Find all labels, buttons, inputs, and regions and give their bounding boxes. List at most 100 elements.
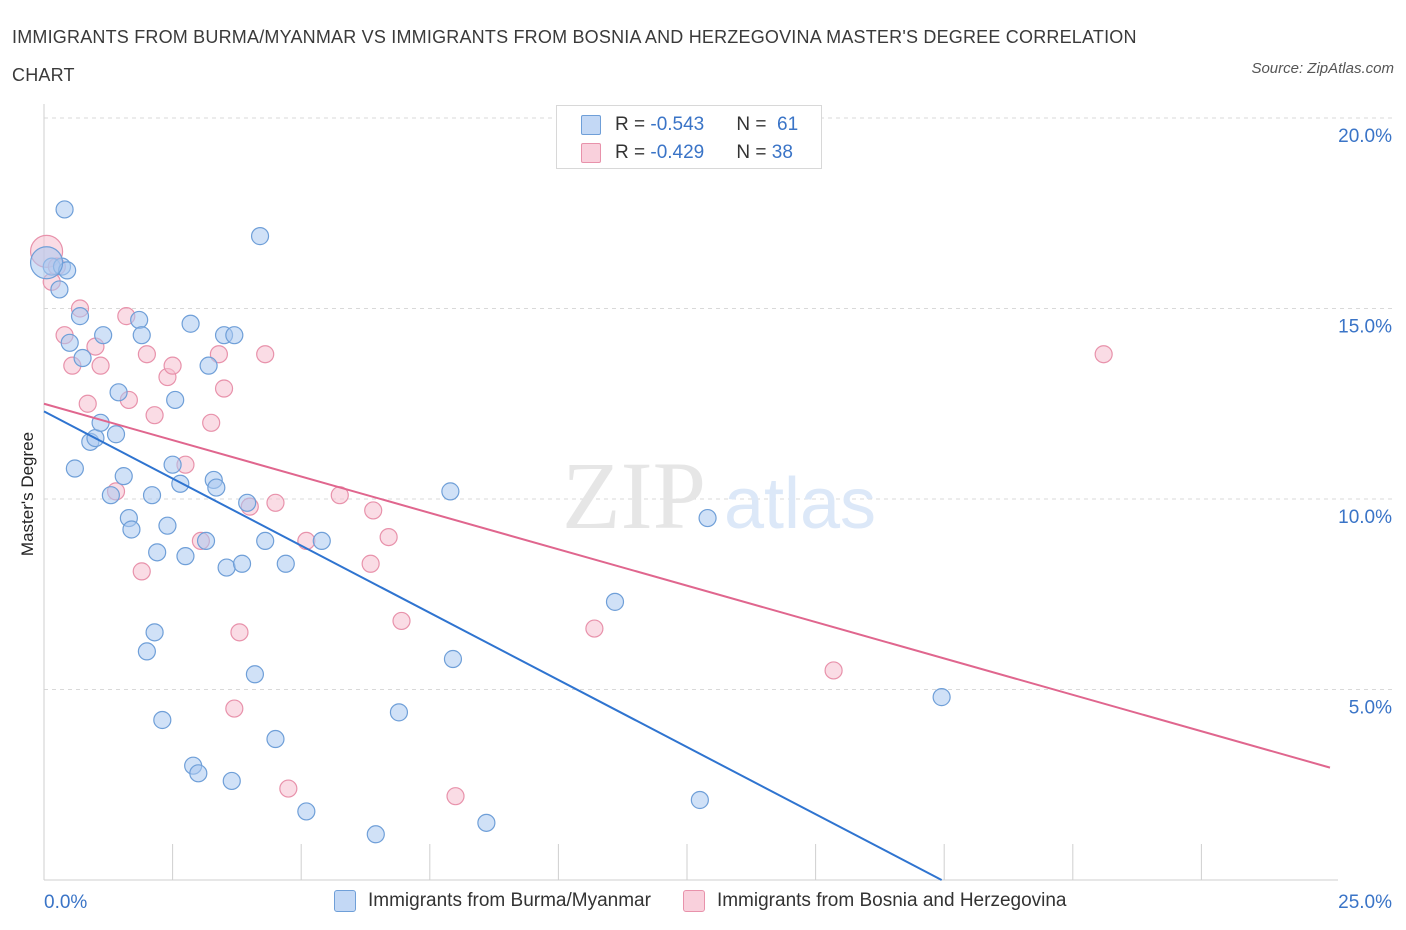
bosnia-trend-line bbox=[43, 402, 1331, 769]
bosnia-point bbox=[266, 493, 285, 512]
bosnia-point bbox=[145, 406, 164, 425]
burma-point bbox=[477, 813, 496, 832]
trend-layer bbox=[43, 402, 1331, 881]
burma-point bbox=[256, 531, 275, 551]
legend-row-burma: R = -0.543 N = 61 bbox=[581, 113, 798, 137]
bosnia-point bbox=[230, 623, 249, 642]
legend-r-value: -0.429 bbox=[650, 142, 705, 163]
burma-point bbox=[312, 531, 331, 551]
legend-n-label: N = bbox=[736, 114, 772, 135]
burma-point bbox=[389, 703, 409, 722]
y-tick-label: 5.0% bbox=[1349, 698, 1392, 719]
bosnia-point bbox=[446, 787, 465, 806]
correlation-legend: R = -0.543 N = 61 R = -0.429 N = 38 bbox=[556, 105, 822, 169]
legend-n-value: 61 bbox=[771, 114, 799, 135]
burma-point bbox=[181, 314, 200, 333]
legend-n-label: N = bbox=[736, 142, 772, 163]
bosnia-point bbox=[202, 413, 221, 432]
burma-point bbox=[109, 383, 128, 402]
burma-point bbox=[114, 467, 133, 486]
burma-point bbox=[222, 771, 241, 791]
source-label: Source: ZipAtlas.com bbox=[1251, 60, 1394, 77]
burma-point bbox=[55, 200, 74, 219]
burma-point bbox=[232, 554, 252, 573]
burma-point bbox=[189, 764, 208, 783]
burma-point bbox=[70, 307, 90, 326]
burma-point bbox=[130, 310, 149, 330]
burma-point bbox=[137, 642, 156, 661]
bosnia-point bbox=[78, 394, 97, 413]
series-legend: Immigrants from Burma/Myanmar Immigrants… bbox=[334, 890, 1099, 912]
burma-point bbox=[225, 326, 244, 345]
watermark-atlas: atlas bbox=[724, 464, 876, 544]
burma-point bbox=[73, 348, 92, 368]
points-layer bbox=[29, 200, 1113, 844]
chart-title: IMMIGRANTS FROM BURMA/MYANMAR VS IMMIGRA… bbox=[12, 27, 1137, 85]
legend-swatch-pink bbox=[682, 890, 705, 912]
burma-point bbox=[106, 425, 126, 444]
burma-point bbox=[297, 802, 316, 821]
bosnia-point bbox=[361, 554, 380, 573]
y-tick-label: 20.0% bbox=[1338, 126, 1392, 147]
burma-point bbox=[171, 474, 190, 493]
burma-point bbox=[132, 326, 151, 345]
bosnia-point bbox=[1094, 345, 1113, 364]
burma-point bbox=[122, 520, 141, 539]
tick-labels-layer: 5.0% 10.0% 15.0% 20.0% 0.0% 25.0% bbox=[44, 126, 1392, 913]
burma-point bbox=[50, 280, 69, 299]
burma-point bbox=[166, 390, 185, 410]
burma-point bbox=[266, 729, 285, 749]
legend-row-bosnia: R = -0.429 N = 38 bbox=[581, 141, 793, 165]
legend-item-burma: Immigrants from Burma/Myanmar bbox=[334, 890, 651, 912]
burma-point bbox=[145, 623, 164, 642]
bosnia-point bbox=[585, 619, 604, 638]
burma-point bbox=[91, 413, 110, 432]
bosnia-point bbox=[132, 562, 151, 581]
legend-swatch-blue bbox=[334, 890, 356, 912]
bosnia-point bbox=[137, 345, 156, 364]
burma-point bbox=[148, 543, 167, 562]
burma-point bbox=[441, 482, 460, 501]
bosnia-point bbox=[392, 611, 411, 631]
burma-point bbox=[158, 516, 177, 535]
legend-r-label: R = bbox=[615, 114, 651, 135]
burma-point bbox=[605, 592, 625, 611]
burma-point bbox=[207, 478, 226, 497]
burma-point bbox=[217, 558, 236, 577]
bosnia-point bbox=[91, 356, 110, 375]
burma-point bbox=[690, 790, 709, 810]
bosnia-point bbox=[824, 661, 843, 680]
bosnia-point bbox=[163, 356, 182, 375]
y-tick-label: 15.0% bbox=[1338, 317, 1392, 338]
legend-item-bosnia: Immigrants from Bosnia and Herzegovina bbox=[682, 890, 1067, 912]
legend-label-bosnia: Immigrants from Bosnia and Herzegovina bbox=[716, 890, 1067, 911]
x-tick-label-max: 25.0% bbox=[1338, 892, 1392, 913]
bosnia-point bbox=[209, 345, 228, 364]
burma-point bbox=[932, 688, 951, 707]
legend-swatch-blue bbox=[581, 115, 601, 135]
legend-r-label: R = bbox=[615, 142, 651, 163]
bosnia-point bbox=[214, 379, 234, 398]
bosnia-point bbox=[364, 501, 383, 520]
burma-point bbox=[443, 649, 463, 669]
burma-point bbox=[276, 554, 295, 573]
burma-point bbox=[101, 486, 120, 505]
burma-point bbox=[250, 227, 270, 246]
bosnia-point bbox=[279, 779, 298, 798]
burma-point bbox=[366, 825, 385, 844]
bosnia-point bbox=[297, 531, 316, 551]
burma-point bbox=[65, 459, 84, 478]
burma-point bbox=[29, 246, 64, 280]
legend-r-value: -0.543 bbox=[650, 114, 705, 135]
legend-swatch-pink bbox=[581, 143, 601, 163]
axes-layer bbox=[43, 104, 1338, 881]
burma-point bbox=[245, 665, 265, 684]
burma-point bbox=[176, 547, 195, 566]
bosnia-point bbox=[256, 345, 275, 364]
burma-trend-line bbox=[43, 410, 943, 881]
bosnia-point bbox=[225, 699, 244, 718]
grid-layer bbox=[44, 117, 1392, 690]
burma-point bbox=[199, 356, 218, 375]
y-tick-label: 10.0% bbox=[1338, 507, 1392, 528]
